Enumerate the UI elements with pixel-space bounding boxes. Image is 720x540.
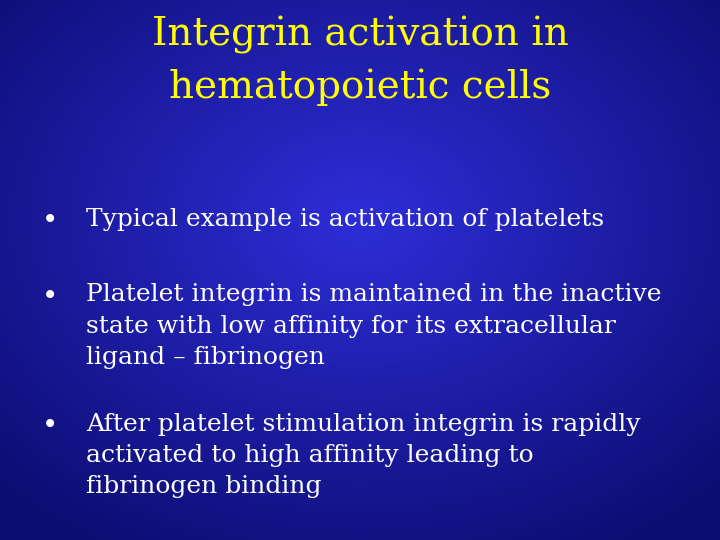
Text: Integrin activation in
hematopoietic cells: Integrin activation in hematopoietic cel… [152, 16, 568, 106]
Text: Typical example is activation of platelets: Typical example is activation of platele… [86, 208, 605, 231]
Text: After platelet stimulation integrin is rapidly
activated to high affinity leadin: After platelet stimulation integrin is r… [86, 413, 641, 498]
Text: •: • [42, 208, 58, 235]
Text: •: • [42, 284, 58, 310]
Text: Platelet integrin is maintained in the inactive
state with low affinity for its : Platelet integrin is maintained in the i… [86, 284, 662, 369]
Text: •: • [42, 413, 58, 440]
